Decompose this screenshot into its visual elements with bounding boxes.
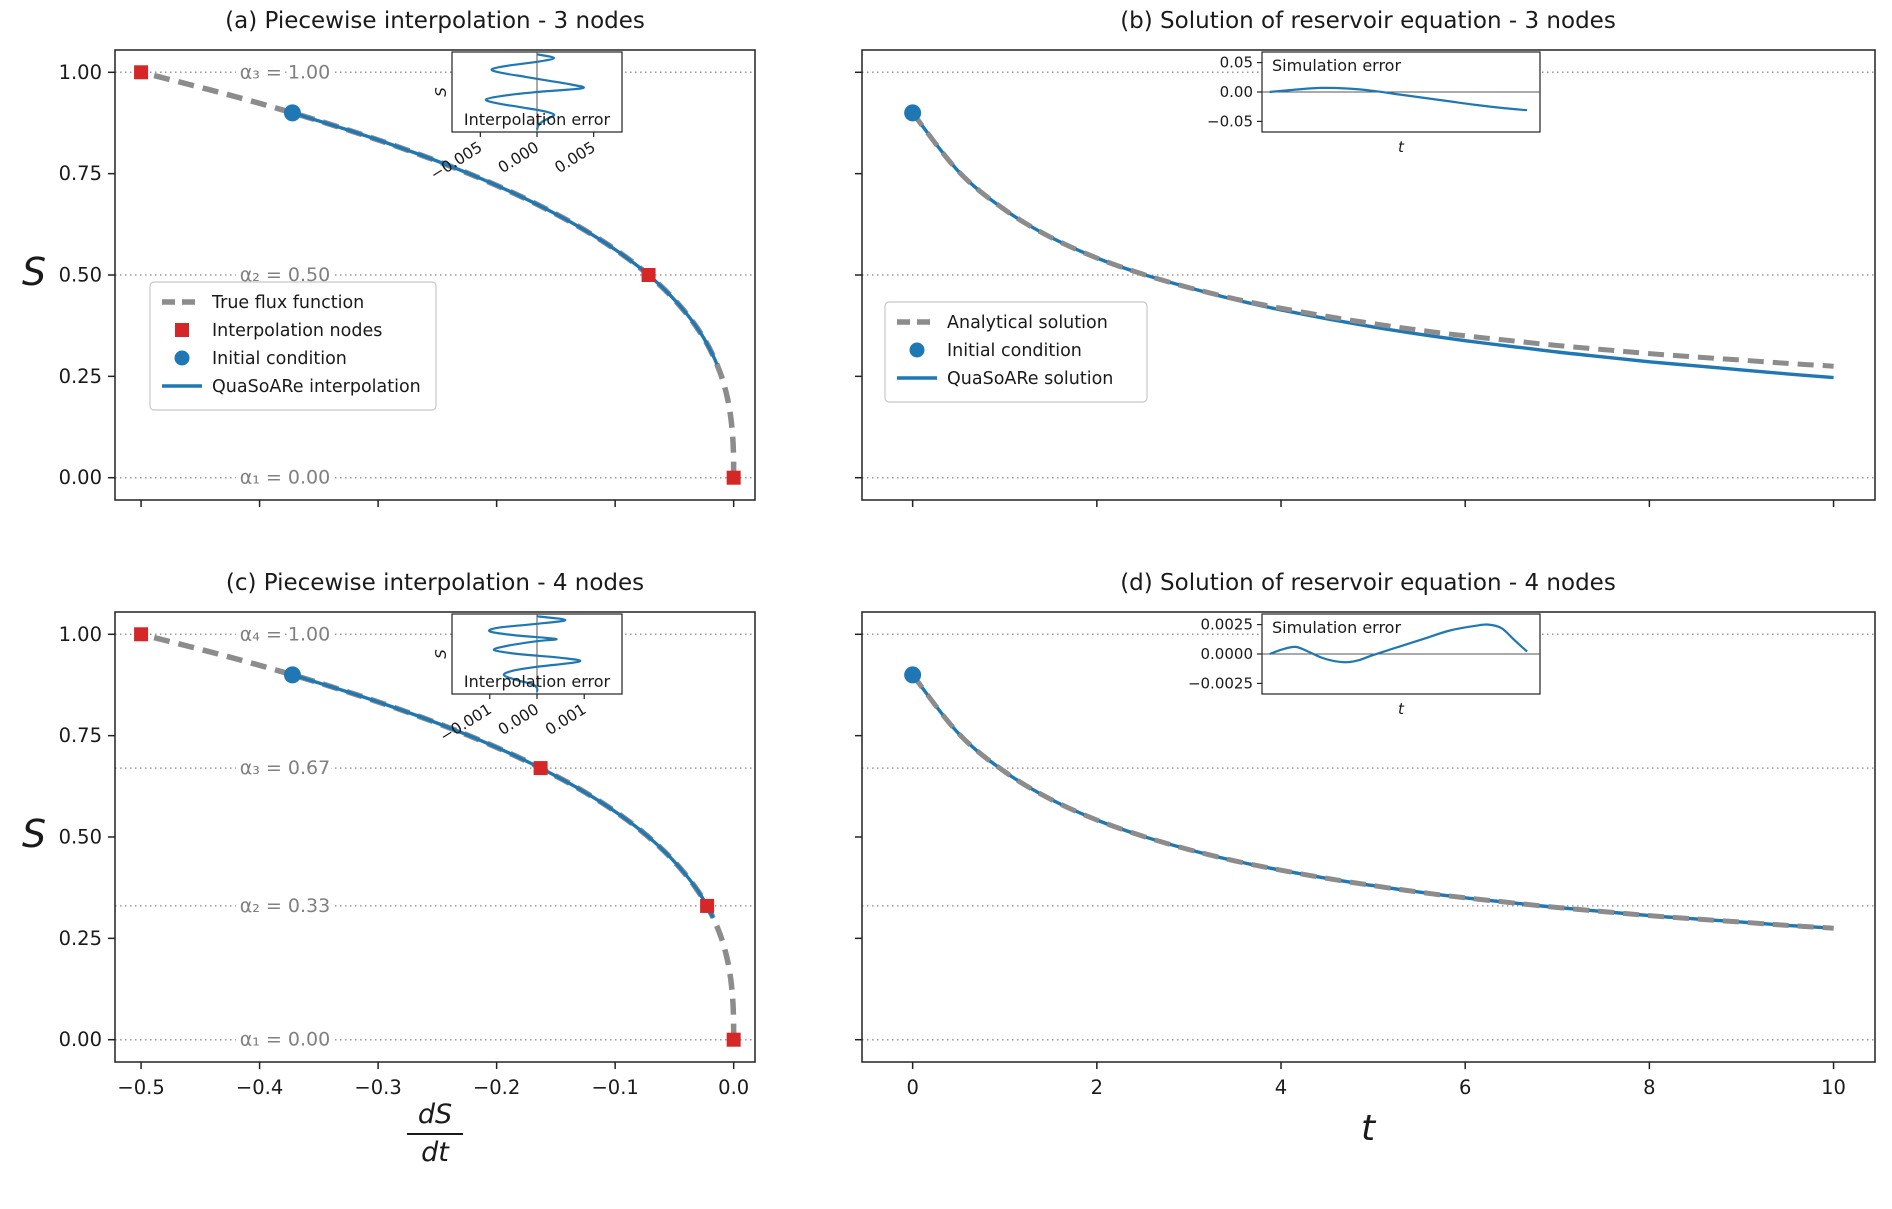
panel-a-ylabel: S (22, 250, 47, 294)
interpolation-node-marker (134, 627, 149, 642)
x-tick-label: 4 (1275, 1076, 1287, 1099)
inset-error-curve (488, 615, 582, 692)
x-tick-label: 8 (1643, 1076, 1655, 1099)
x-tick-label: −0.3 (354, 1076, 401, 1099)
inset-x-tick-label: −0.001 (437, 700, 495, 746)
inset-title: Simulation error (1272, 618, 1401, 637)
inset-xlabel: t (1398, 700, 1405, 718)
legend-item-label: Initial condition (947, 341, 1082, 361)
inset-title: Interpolation error (464, 672, 611, 691)
initial-condition-marker (283, 104, 301, 122)
quasoare-interpolation-curve (291, 673, 715, 919)
inset-y-tick-label: −0.0025 (1188, 674, 1253, 692)
panel-c-title: (c) Piecewise interpolation - 4 nodes (225, 570, 645, 596)
inset-error-curve (1269, 86, 1528, 112)
y-tick-label: 0.50 (59, 264, 102, 287)
x-tick-label: 10 (1821, 1076, 1846, 1099)
interpolation-node-marker (134, 65, 149, 80)
alpha-label: α₁ = 0.00 (240, 467, 330, 489)
y-tick-label: 0.25 (59, 365, 102, 388)
inset-x-tick-label: 0.001 (542, 700, 589, 739)
legend-box (884, 301, 1148, 403)
interpolation-node-marker (533, 761, 548, 776)
interpolation-node-marker (726, 1032, 741, 1047)
analytical-solution-curve (910, 111, 1834, 369)
inset-y-tick-label: 0.00 (1220, 83, 1253, 101)
x-tick-label: 2 (1091, 1076, 1103, 1099)
x-tick-label: 6 (1459, 1076, 1471, 1099)
inset-y-tick-label: −0.05 (1207, 112, 1253, 130)
axes-spines (114, 611, 756, 1063)
y-tick-label: 0.00 (59, 466, 102, 489)
alpha-label: α₃ = 1.00 (240, 61, 330, 83)
inset-x-tick-label: 0.005 (552, 138, 599, 177)
x-tick-label: 0 (906, 1076, 918, 1099)
xlabel-numerator: dS (417, 1099, 453, 1130)
y-tick-label: 1.00 (59, 61, 102, 84)
inset-error-curve (1269, 623, 1528, 664)
x-tick-label: −0.4 (236, 1076, 283, 1099)
panel-c-xlabel-fraction: dS dt (407, 1100, 463, 1167)
y-tick-label: 1.00 (59, 623, 102, 646)
legend-box (149, 281, 437, 411)
alpha-label: α₄ = 1.00 (240, 623, 330, 645)
inset-x-tick-label: 0.000 (495, 700, 542, 739)
analytical-solution-curve (910, 673, 1834, 931)
legend-sample-blue-circle (174, 350, 190, 366)
legend-item-label: Interpolation nodes (212, 321, 382, 341)
initial-condition-marker (283, 666, 301, 684)
inset-y-tick-label: 0.0000 (1201, 645, 1254, 663)
inset-title: Interpolation error (464, 110, 611, 129)
quasoare-interpolation-curve (291, 111, 719, 365)
true-flux-curve (140, 631, 737, 1040)
legend-sample-blue-circle (909, 342, 925, 358)
panel-a-title: (a) Piecewise interpolation - 3 nodes (225, 8, 645, 34)
y-tick-label: 0.75 (59, 162, 102, 185)
alpha-label: α₂ = 0.33 (240, 895, 330, 917)
interpolation-node-marker (641, 268, 656, 282)
x-tick-label: −0.1 (591, 1076, 638, 1099)
y-tick-label: 0.50 (59, 826, 102, 849)
legend-item-label: True flux function (211, 293, 364, 313)
panel-d-title: (d) Solution of reservoir equation - 4 n… (1120, 570, 1616, 596)
x-tick-label: 0.0 (718, 1076, 749, 1099)
inset-y-tick-label: 0.05 (1220, 54, 1253, 72)
panel-c-ylabel: S (22, 812, 47, 856)
legend-item-label: Analytical solution (947, 313, 1108, 333)
legend-item-label: QuaSoARe solution (947, 369, 1113, 389)
legend-item-label: Initial condition (212, 349, 347, 369)
xlabel-denominator: dt (421, 1136, 449, 1168)
inset-ylabel: S (432, 649, 450, 659)
x-tick-label: −0.5 (117, 1076, 164, 1099)
legend-sample-red-square (175, 323, 189, 337)
panel-d-xlabel: t (1360, 1108, 1376, 1149)
inset-title: Simulation error (1272, 56, 1401, 75)
inset-y-tick-label: 0.0025 (1201, 616, 1254, 634)
inset-x-tick-label: 0.000 (495, 138, 542, 177)
fraction-bar (407, 1132, 463, 1135)
panel-b-title: (b) Solution of reservoir equation - 3 n… (1120, 8, 1616, 34)
interpolation-node-marker (700, 898, 715, 913)
inset-xlabel: t (1398, 138, 1405, 156)
inset-error-curve (484, 53, 585, 131)
initial-condition-marker (904, 104, 922, 122)
alpha-label: α₁ = 0.00 (240, 1029, 330, 1051)
y-tick-label: 0.00 (59, 1028, 102, 1051)
interpolation-node-marker (726, 470, 741, 485)
legend-item-label: QuaSoARe interpolation (212, 377, 421, 397)
inset-ylabel: S (432, 87, 450, 97)
initial-condition-marker (904, 666, 922, 684)
quasoare-solution-curve (911, 111, 1834, 380)
alpha-label: α₃ = 0.67 (240, 757, 330, 779)
x-tick-label: −0.2 (473, 1076, 520, 1099)
y-tick-label: 0.75 (59, 724, 102, 747)
y-tick-label: 0.25 (59, 927, 102, 950)
